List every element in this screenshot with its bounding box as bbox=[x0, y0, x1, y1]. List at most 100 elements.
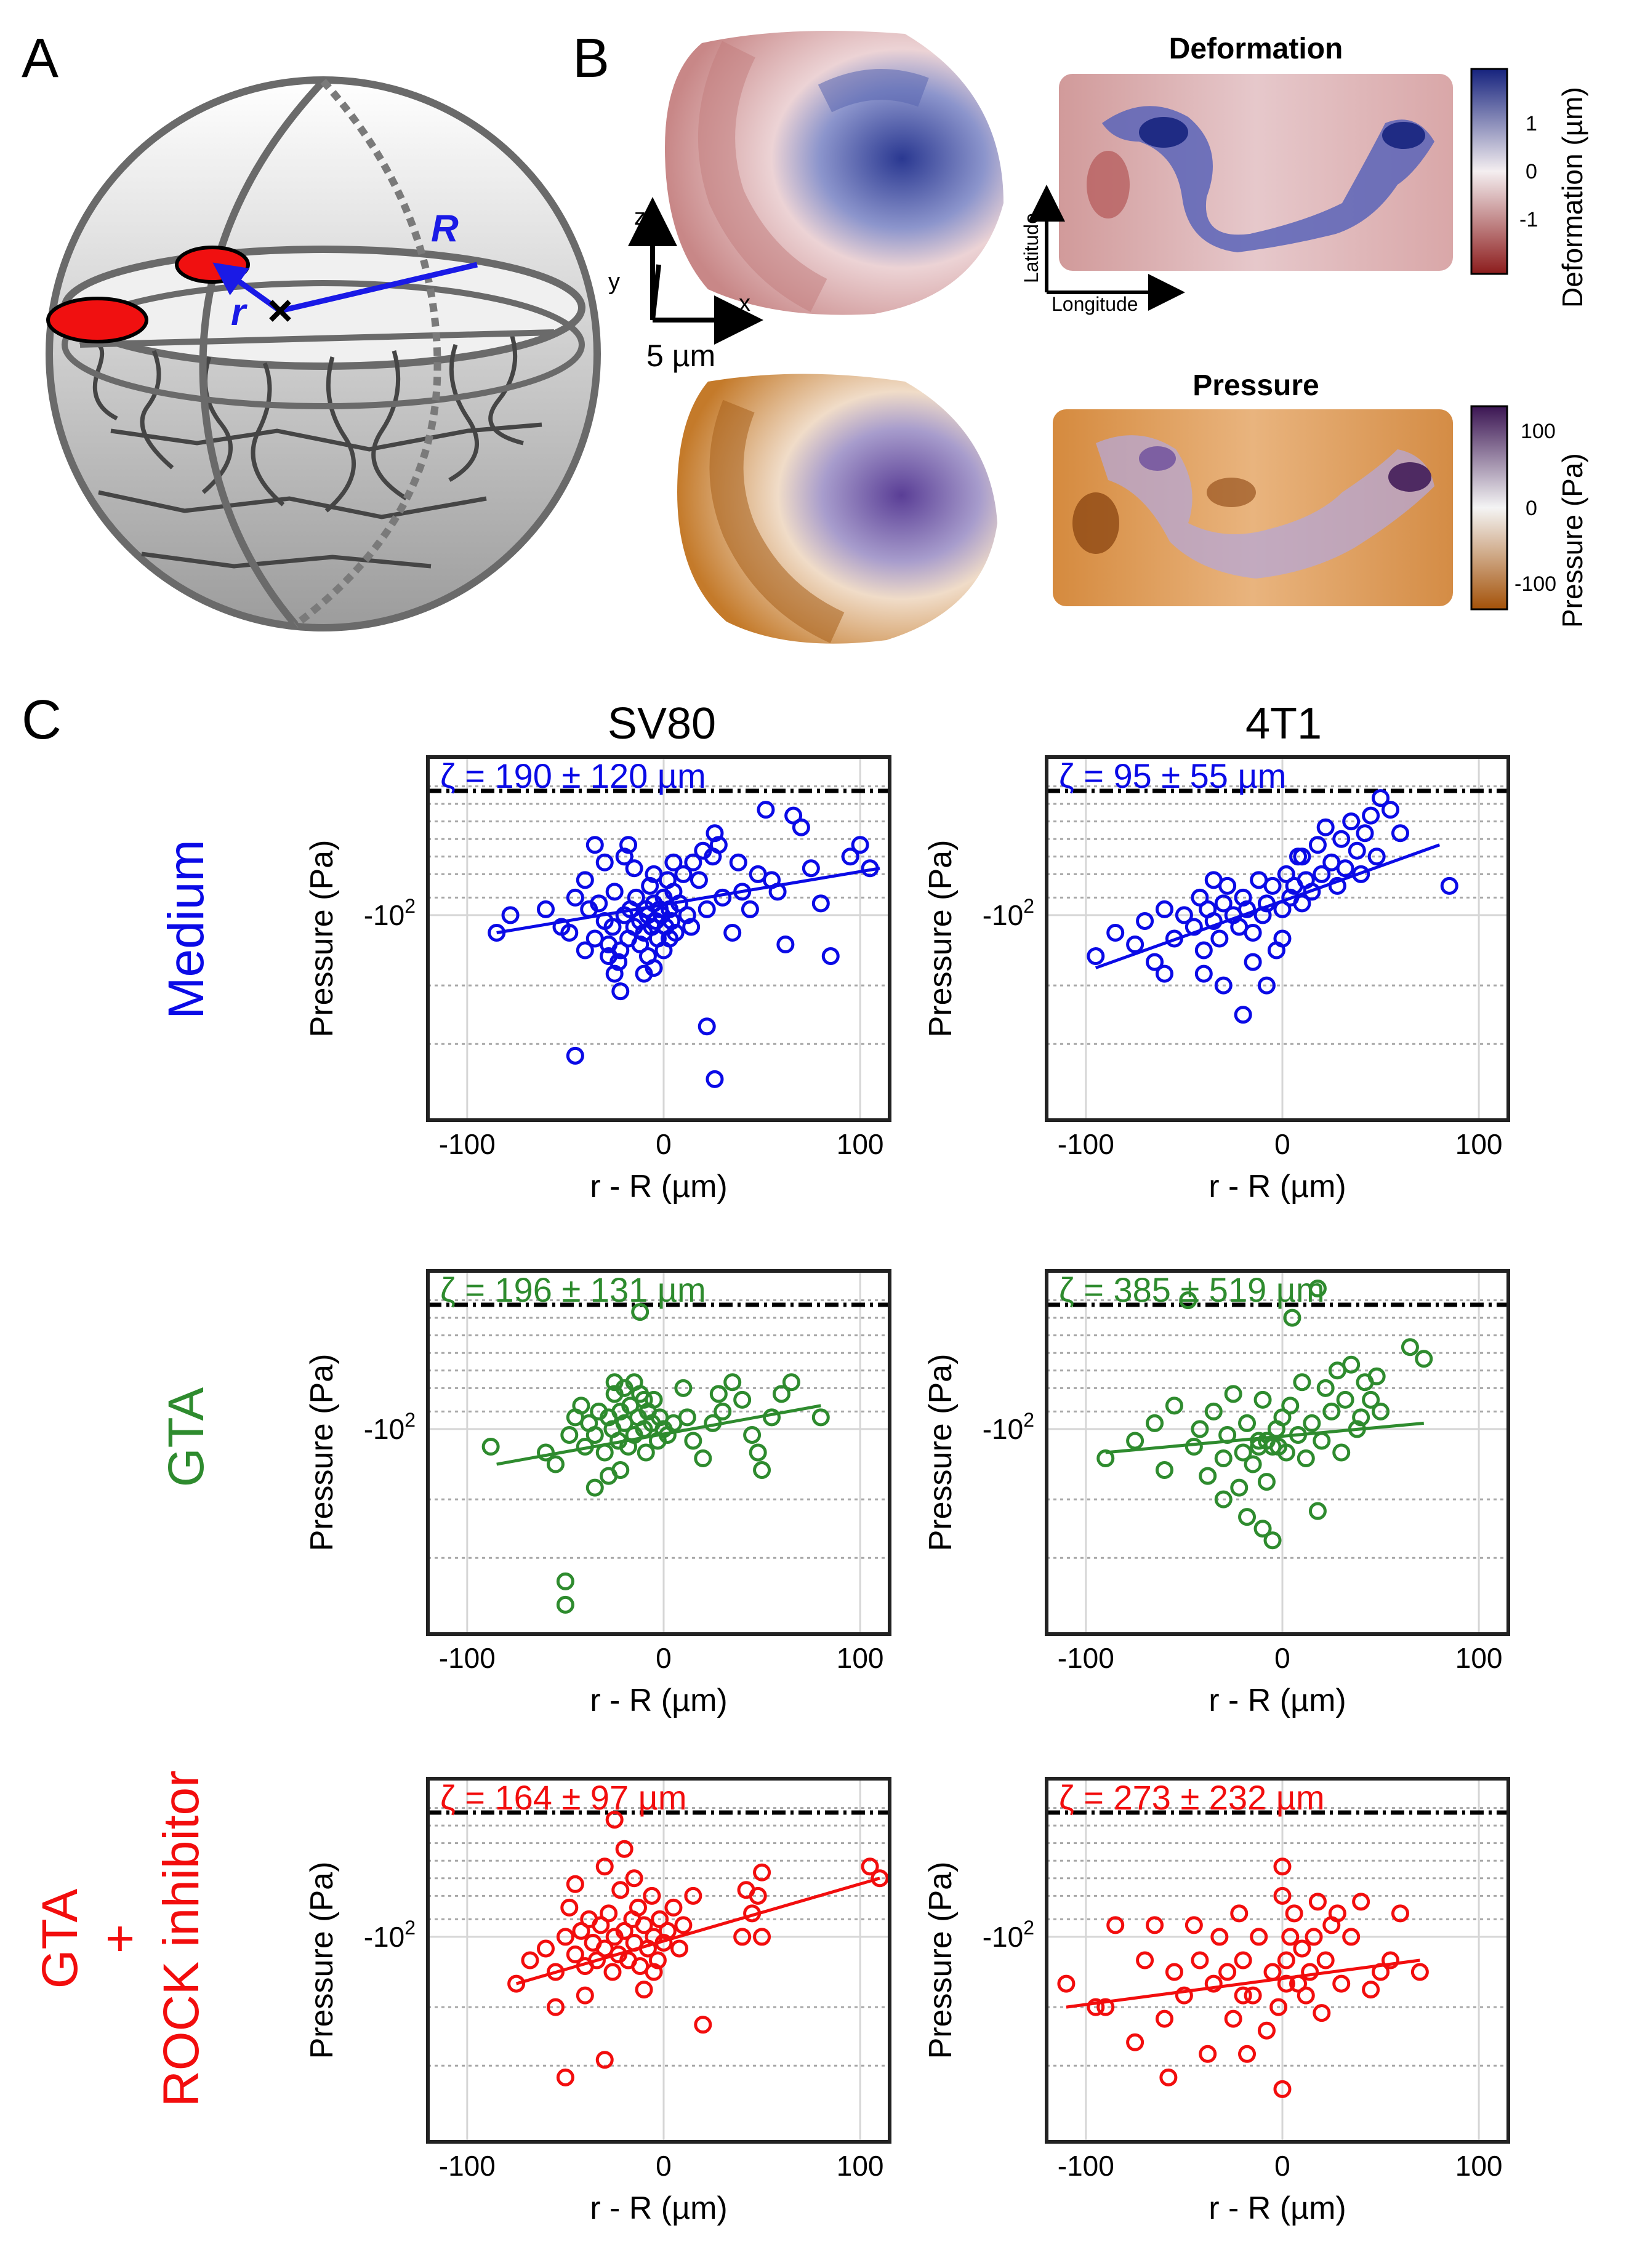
plot-background bbox=[1047, 757, 1508, 1120]
axes-3d: z y x 5 µm bbox=[608, 197, 763, 373]
data-point bbox=[645, 1390, 663, 1409]
pressure-map-title: Pressure bbox=[1193, 369, 1319, 402]
data-point bbox=[590, 894, 608, 913]
x-axis-label: r - R (µm) bbox=[1209, 1169, 1346, 1204]
deformation-cell-3d bbox=[665, 31, 1004, 315]
data-point bbox=[658, 1425, 677, 1444]
data-point bbox=[841, 847, 859, 866]
data-point bbox=[1155, 2010, 1173, 2028]
data-point bbox=[576, 871, 594, 889]
data-point bbox=[1348, 841, 1366, 860]
data-point bbox=[729, 853, 747, 872]
data-point bbox=[1269, 1998, 1288, 2016]
data-point bbox=[651, 1910, 669, 1928]
data-point bbox=[507, 1974, 526, 1993]
data-point bbox=[1391, 824, 1409, 843]
data-point bbox=[560, 1898, 579, 1917]
data-point bbox=[1313, 865, 1331, 883]
data-point bbox=[546, 1455, 565, 1473]
data-point bbox=[706, 1070, 724, 1088]
data-point bbox=[1313, 2004, 1331, 2022]
data-point bbox=[1273, 1408, 1292, 1427]
column-header-4t1: 4T1 bbox=[1245, 699, 1322, 748]
data-point bbox=[1367, 847, 1386, 866]
data-point bbox=[694, 2016, 712, 2034]
data-point bbox=[664, 853, 683, 872]
data-point bbox=[684, 1886, 702, 1905]
data-point bbox=[1401, 1338, 1419, 1356]
x-tick-label: 100 bbox=[1455, 2150, 1503, 2182]
data-point bbox=[658, 1921, 677, 1940]
x-tick-label: 100 bbox=[1455, 1128, 1503, 1160]
data-point bbox=[615, 1921, 633, 1940]
y-tick-label: -102 bbox=[364, 1917, 416, 1953]
scatter-plot-gta-rock-4t1: ζ = 273 ± 232 µm -100 0 100 -102 r - R (µm) Pr… bbox=[923, 1777, 1510, 2226]
data-point bbox=[1273, 2080, 1292, 2098]
pressure-colorbar-label: Pressure (Pa) bbox=[1556, 453, 1588, 628]
data-point bbox=[1250, 1928, 1268, 1946]
data-point bbox=[595, 2051, 614, 2069]
data-point bbox=[1263, 876, 1282, 895]
data-point bbox=[592, 1916, 610, 1934]
data-point bbox=[1165, 1963, 1183, 1981]
y-tick-label: -102 bbox=[983, 1409, 1034, 1445]
data-point bbox=[1175, 1986, 1193, 2005]
data-point bbox=[1185, 1437, 1203, 1456]
data-point bbox=[1297, 1449, 1315, 1468]
data-point bbox=[1234, 1443, 1252, 1462]
deformation-tick-mid: 0 bbox=[1526, 160, 1537, 183]
data-point bbox=[1415, 1350, 1433, 1368]
data-point bbox=[1332, 1974, 1351, 1993]
data-point bbox=[600, 947, 618, 966]
x-tick-label: -100 bbox=[1058, 1128, 1114, 1160]
y-axis-label: Pressure (Pa) bbox=[304, 1862, 340, 2059]
y-axis-label: Pressure (Pa) bbox=[923, 1862, 959, 2059]
data-point bbox=[1289, 1974, 1308, 1993]
data-point bbox=[1214, 1490, 1233, 1509]
axis-z-label: z bbox=[634, 204, 646, 230]
axis-x-label: x bbox=[739, 291, 750, 316]
data-point bbox=[585, 836, 604, 854]
data-point bbox=[566, 1875, 584, 1893]
row-label-gta: GTA bbox=[158, 1387, 214, 1487]
data-point bbox=[585, 1478, 604, 1497]
data-point bbox=[1328, 1904, 1346, 1923]
pressure-tick-bottom: -100 bbox=[1514, 572, 1556, 596]
row-label-medium: Medium bbox=[158, 839, 214, 1019]
data-point bbox=[536, 1939, 555, 1958]
data-point bbox=[1165, 1396, 1183, 1415]
plot-frame bbox=[426, 755, 891, 1122]
data-point bbox=[635, 1916, 653, 1934]
data-point bbox=[1273, 900, 1292, 918]
data-point bbox=[1234, 1986, 1252, 2005]
data-point bbox=[1204, 912, 1223, 930]
data-point bbox=[1382, 1951, 1400, 1969]
data-point bbox=[737, 1881, 755, 1899]
scatter-plot-gta-4t1: ζ = 385 ± 519 µm -100 0 100 -102 r - R (µm) Pr… bbox=[923, 1269, 1510, 1718]
data-point bbox=[481, 1437, 500, 1456]
data-point bbox=[560, 1425, 579, 1444]
data-point bbox=[1356, 824, 1374, 843]
data-point bbox=[1352, 1893, 1370, 1911]
data-point bbox=[556, 2068, 574, 2086]
data-point bbox=[1210, 929, 1229, 948]
data-point bbox=[811, 1408, 830, 1427]
data-point bbox=[664, 1898, 683, 1917]
y-tick-label: -102 bbox=[364, 895, 416, 931]
data-point bbox=[694, 1449, 712, 1468]
data-point bbox=[627, 888, 645, 907]
data-point bbox=[851, 836, 869, 854]
data-point bbox=[698, 900, 716, 918]
x-axis-label: r - R (µm) bbox=[1209, 2190, 1346, 2226]
data-point bbox=[1322, 1402, 1341, 1421]
data-point bbox=[1336, 859, 1354, 878]
data-point bbox=[704, 1414, 722, 1432]
data-point bbox=[753, 1461, 771, 1480]
plot-background bbox=[428, 757, 890, 1120]
data-point bbox=[641, 876, 659, 895]
data-point bbox=[753, 1863, 771, 1881]
x-axis-label: r - R (µm) bbox=[1209, 1683, 1346, 1718]
data-point bbox=[1253, 906, 1272, 924]
x-tick-label: 100 bbox=[837, 2150, 884, 2182]
x-tick-label: 0 bbox=[1274, 2150, 1290, 2182]
